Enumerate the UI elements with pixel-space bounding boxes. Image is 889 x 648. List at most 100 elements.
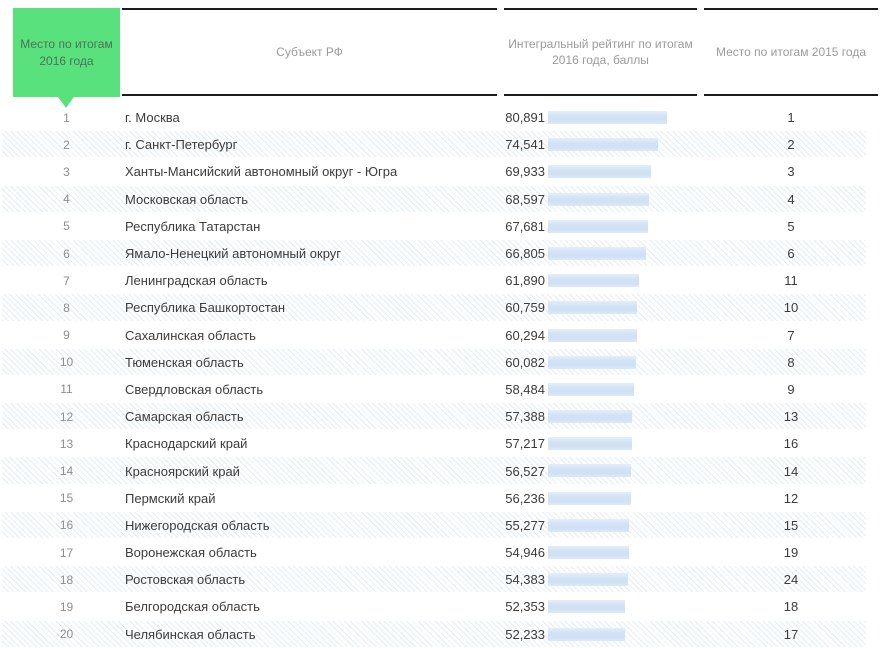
rank-2016-cell: 19 (59, 599, 74, 614)
row-stripe (2, 239, 866, 267)
rank-2015-cell: 7 (787, 327, 795, 343)
rank-2015-cell: 12 (783, 490, 799, 506)
table-row: 16 Нижегородская область 55,277 15 (0, 511, 889, 539)
rank-2015-cell: 14 (783, 463, 799, 479)
rank-2015-cell: 17 (783, 626, 799, 642)
rating-value: 52,233 (505, 626, 545, 642)
region-cell: Республика Татарстан (125, 218, 261, 234)
row-stripe (2, 403, 866, 430)
row-stripe (2, 566, 866, 593)
rank-2015-cell: 2 (787, 137, 795, 153)
table-row: 18 Ростовская область 54,383 24 (0, 566, 889, 593)
rank-2015-cell: 16 (783, 436, 799, 452)
region-cell: Московская область (125, 191, 249, 207)
table-row: 9 Сахалинская область 60,294 7 (0, 322, 889, 349)
rank-2016-cell: 5 (63, 219, 70, 234)
rating-bar (548, 328, 637, 342)
rank-2016-cell: 13 (59, 436, 74, 451)
rating-value: 67,681 (505, 218, 545, 234)
region-cell: Ханты-Мансийский автономный округ - Югра (125, 164, 398, 180)
table-row: 2 г. Санкт-Петербург 74,541 2 (0, 131, 889, 158)
rank-2016-cell: 2 (63, 137, 70, 152)
region-cell: Республика Башкортостан (125, 300, 285, 316)
rating-bar (548, 627, 625, 641)
region-cell: Красноярский край (125, 463, 240, 479)
rank-2016-cell: 12 (59, 409, 74, 424)
region-cell: Самарская область (125, 409, 244, 425)
rank-2015-cell: 6 (787, 246, 795, 262)
rank-2016-cell: 18 (59, 572, 74, 587)
rank-2015-cell: 9 (787, 381, 795, 397)
rank-2016-cell: 3 (63, 164, 70, 179)
table-row: 3 Ханты-Мансийский автономный округ - Югр… (0, 158, 889, 185)
rating-bar (548, 355, 637, 369)
rating-value: 57,217 (505, 436, 545, 452)
rating-value: 60,759 (505, 300, 545, 316)
rating-value: 55,277 (505, 517, 545, 533)
rating-value: 54,946 (505, 545, 545, 561)
rank-2015-cell: 4 (787, 191, 795, 207)
rating-value: 54,383 (505, 572, 545, 588)
region-cell: Нижегородская область (125, 517, 270, 533)
region-cell: Ямало-Ненецкий автономный округ (125, 246, 342, 262)
table-row: 4 Московская область 68,597 4 (0, 185, 889, 213)
rank-2016-cell: 14 (59, 464, 74, 479)
rating-value: 58,484 (505, 381, 545, 397)
rating-bar (548, 246, 647, 260)
rank-2016-cell: 16 (59, 518, 74, 533)
rating-bar (548, 546, 629, 559)
rating-bar (548, 219, 648, 233)
rating-bar (548, 382, 634, 396)
header-rank-2015: Место по итогам 2015 года (704, 8, 878, 96)
rating-value: 60,082 (505, 354, 545, 370)
rank-2016-cell: 9 (63, 328, 70, 343)
rank-2016-cell: 20 (59, 627, 74, 642)
rank-2016-cell: 17 (59, 545, 74, 560)
rating-value: 56,236 (505, 490, 545, 506)
rating-bar (548, 138, 658, 152)
table-row: 14 Красноярский край 56,527 14 (0, 457, 889, 484)
rank-2015-cell: 15 (783, 517, 799, 533)
rating-value: 66,805 (505, 246, 545, 262)
row-stripe (2, 185, 866, 212)
rank-2016-cell: 15 (59, 491, 74, 506)
row-stripe (2, 511, 866, 538)
rating-value: 57,388 (505, 409, 545, 425)
rating-value: 68,597 (505, 191, 545, 207)
region-cell: Тюменская область (125, 354, 244, 370)
rank-2015-cell: 3 (787, 164, 795, 180)
table-body: 1 г. Москва 80,891 1 2 г. Санкт-Петербург 74,5… (0, 104, 889, 648)
row-stripe (2, 457, 866, 484)
table-row: 1 г. Москва 80,891 1 (0, 104, 889, 131)
table-row: 8 Республика Башкортостан 60,759 10 (0, 294, 889, 321)
rating-value: 56,527 (505, 463, 545, 479)
table-row: 19 Белгородская область 52,353 18 (0, 593, 889, 620)
rank-2015-cell: 13 (783, 409, 799, 425)
rating-bar (548, 600, 625, 614)
rank-2015-cell: 24 (783, 572, 799, 588)
table-row: 20 Челябинская область 52,233 17 (0, 620, 889, 648)
rating-bar (548, 464, 632, 478)
rating-bar (548, 192, 649, 206)
region-cell: Краснодарский край (125, 436, 248, 452)
rating-bar (548, 274, 639, 288)
table-row: 13 Краснодарский край 57,217 16 (0, 430, 889, 457)
rank-2015-cell: 1 (787, 110, 795, 126)
callout-pointer-icon (58, 97, 74, 108)
table-row: 11 Свердловская область 58,484 9 (0, 376, 889, 403)
region-cell: Сахалинская область (125, 327, 256, 343)
rating-value: 80,891 (505, 110, 545, 126)
table-row: 10 Тюменская область 60,082 8 (0, 348, 889, 376)
rank-2016-cell: 10 (59, 355, 74, 370)
table-row: 7 Ленинградская область 61,890 11 (0, 267, 889, 294)
rating-bar (548, 491, 631, 505)
header-rank-2016: Место по итогам 2016 года (13, 8, 120, 97)
rank-2016-cell: 6 (63, 246, 70, 261)
rank-2016-cell: 7 (63, 273, 70, 288)
header-rating: Интегральный рейтинг по итогам 2016 года… (504, 8, 697, 96)
rank-2015-cell: 10 (783, 300, 799, 316)
region-cell: Воронежская область (125, 545, 257, 561)
rank-2015-cell: 8 (787, 354, 795, 370)
rank-2016-cell: 4 (63, 192, 70, 207)
